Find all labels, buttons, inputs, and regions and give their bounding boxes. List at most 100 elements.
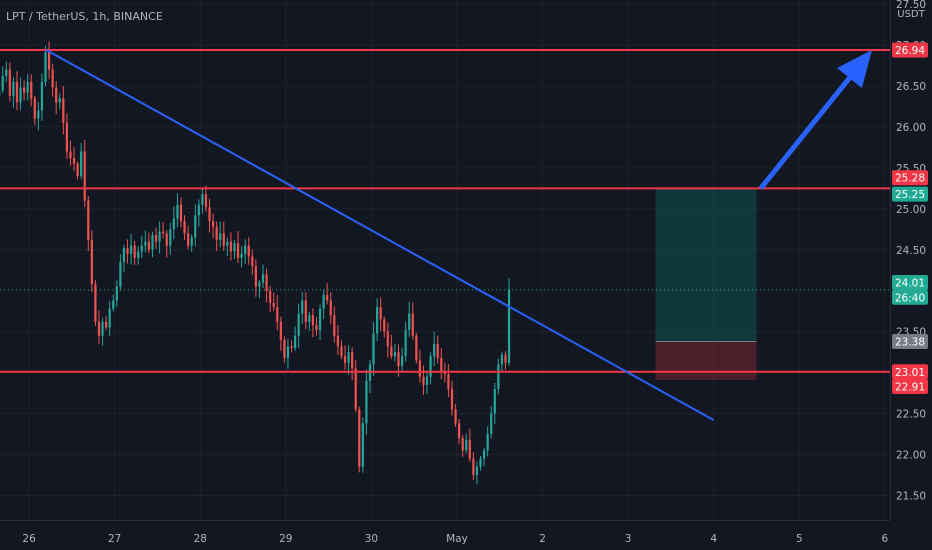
candle-body xyxy=(390,346,393,357)
candle-body xyxy=(286,346,290,358)
candle-body xyxy=(297,313,300,336)
candle-body xyxy=(301,300,304,314)
profit-zone xyxy=(655,188,757,342)
candle-body xyxy=(22,87,26,93)
candle-body xyxy=(269,290,272,303)
candle-body xyxy=(365,380,368,424)
candle-body xyxy=(119,262,122,287)
candle-body xyxy=(137,251,140,258)
candle-body xyxy=(333,315,336,336)
price-tag-box xyxy=(892,186,928,202)
price-tags: 26.94 25.28 25.25 24.01 26:40 23.38 23.01 22.91 xyxy=(892,42,928,395)
time-axis[interactable]: 26 27 28 29 30 May 2 3 4 5 6 xyxy=(22,533,888,545)
candle-body xyxy=(276,307,279,322)
candle-body xyxy=(372,333,375,365)
candle-body xyxy=(144,241,147,246)
candle-body xyxy=(418,360,422,377)
price-tag-box xyxy=(892,333,928,349)
candle-body xyxy=(386,331,389,347)
candle-body xyxy=(258,282,261,287)
candle-body xyxy=(504,354,507,363)
y-tick-label: 25.00 xyxy=(896,204,926,216)
price-tag-label: 26.94 xyxy=(895,45,925,57)
candle-body xyxy=(233,243,236,252)
candle-body xyxy=(311,315,315,326)
candle-body xyxy=(33,98,36,119)
candle-body xyxy=(97,321,101,336)
candle-body xyxy=(336,335,339,347)
candle-body xyxy=(190,237,193,246)
price-tag-label: 23.01 xyxy=(895,367,925,379)
candle-body xyxy=(226,241,229,246)
candle-body xyxy=(176,204,179,219)
x-tick-label: 27 xyxy=(108,533,121,545)
candle-body xyxy=(12,81,15,96)
candle-body xyxy=(222,233,225,246)
candle-body xyxy=(215,226,218,240)
candle-body xyxy=(101,321,104,336)
candle-body xyxy=(354,368,357,410)
price-tag-box xyxy=(892,42,928,58)
candle-body xyxy=(115,286,118,301)
candle-body xyxy=(347,352,350,363)
candle-body xyxy=(87,200,90,240)
candle-body xyxy=(358,409,361,467)
candle-body xyxy=(415,335,418,361)
candle-body xyxy=(37,110,40,119)
candle-body xyxy=(493,388,496,414)
x-tick-label: 6 xyxy=(882,533,889,545)
candle-body xyxy=(436,343,439,358)
candle-body xyxy=(51,69,54,88)
candle-body xyxy=(261,274,265,283)
candle-body xyxy=(247,245,250,257)
candle-body xyxy=(69,151,72,159)
candle-body xyxy=(458,423,461,439)
horizontal-lines xyxy=(0,48,890,373)
price-tag-label: 22.91 xyxy=(895,382,925,394)
candle-body xyxy=(105,321,108,328)
price-tag-box xyxy=(892,379,928,395)
candle-body xyxy=(94,284,97,322)
price-tag-box xyxy=(892,170,928,186)
candle-body xyxy=(404,330,407,357)
candle-body xyxy=(183,221,186,234)
candle-body xyxy=(154,235,158,242)
candle-body xyxy=(44,52,47,82)
candle-body xyxy=(507,289,511,363)
candle-body xyxy=(72,158,76,164)
price-tag-box xyxy=(892,289,928,305)
price-axis-background xyxy=(890,0,932,520)
candle-body xyxy=(490,413,493,435)
candle-body xyxy=(393,352,397,357)
candle-body xyxy=(411,313,414,336)
candle-body xyxy=(322,294,325,309)
candle-body xyxy=(454,409,457,424)
candle-body xyxy=(497,364,500,389)
loss-zone xyxy=(655,341,757,380)
candle-body xyxy=(397,352,400,367)
candle-body xyxy=(472,458,475,475)
candle-body xyxy=(447,374,450,389)
candle-body xyxy=(151,235,154,250)
x-tick-label: 2 xyxy=(539,533,546,545)
candle-body xyxy=(162,231,165,234)
candle-body xyxy=(194,215,197,238)
candle-body xyxy=(179,204,183,222)
candle-body xyxy=(197,204,200,216)
candle-body xyxy=(1,76,4,91)
position-zones xyxy=(655,188,757,380)
price-tag-box xyxy=(892,275,928,291)
candle-body xyxy=(376,307,379,334)
candle-body xyxy=(433,343,436,357)
candle-body xyxy=(65,122,68,152)
candle-body xyxy=(47,52,51,70)
candle-body xyxy=(461,438,464,451)
candle-body xyxy=(76,163,79,177)
candle-body xyxy=(83,151,86,201)
x-tick-label: 30 xyxy=(365,533,378,545)
candle-body xyxy=(500,354,504,365)
candle-body xyxy=(80,151,83,177)
candle-body xyxy=(475,466,479,475)
